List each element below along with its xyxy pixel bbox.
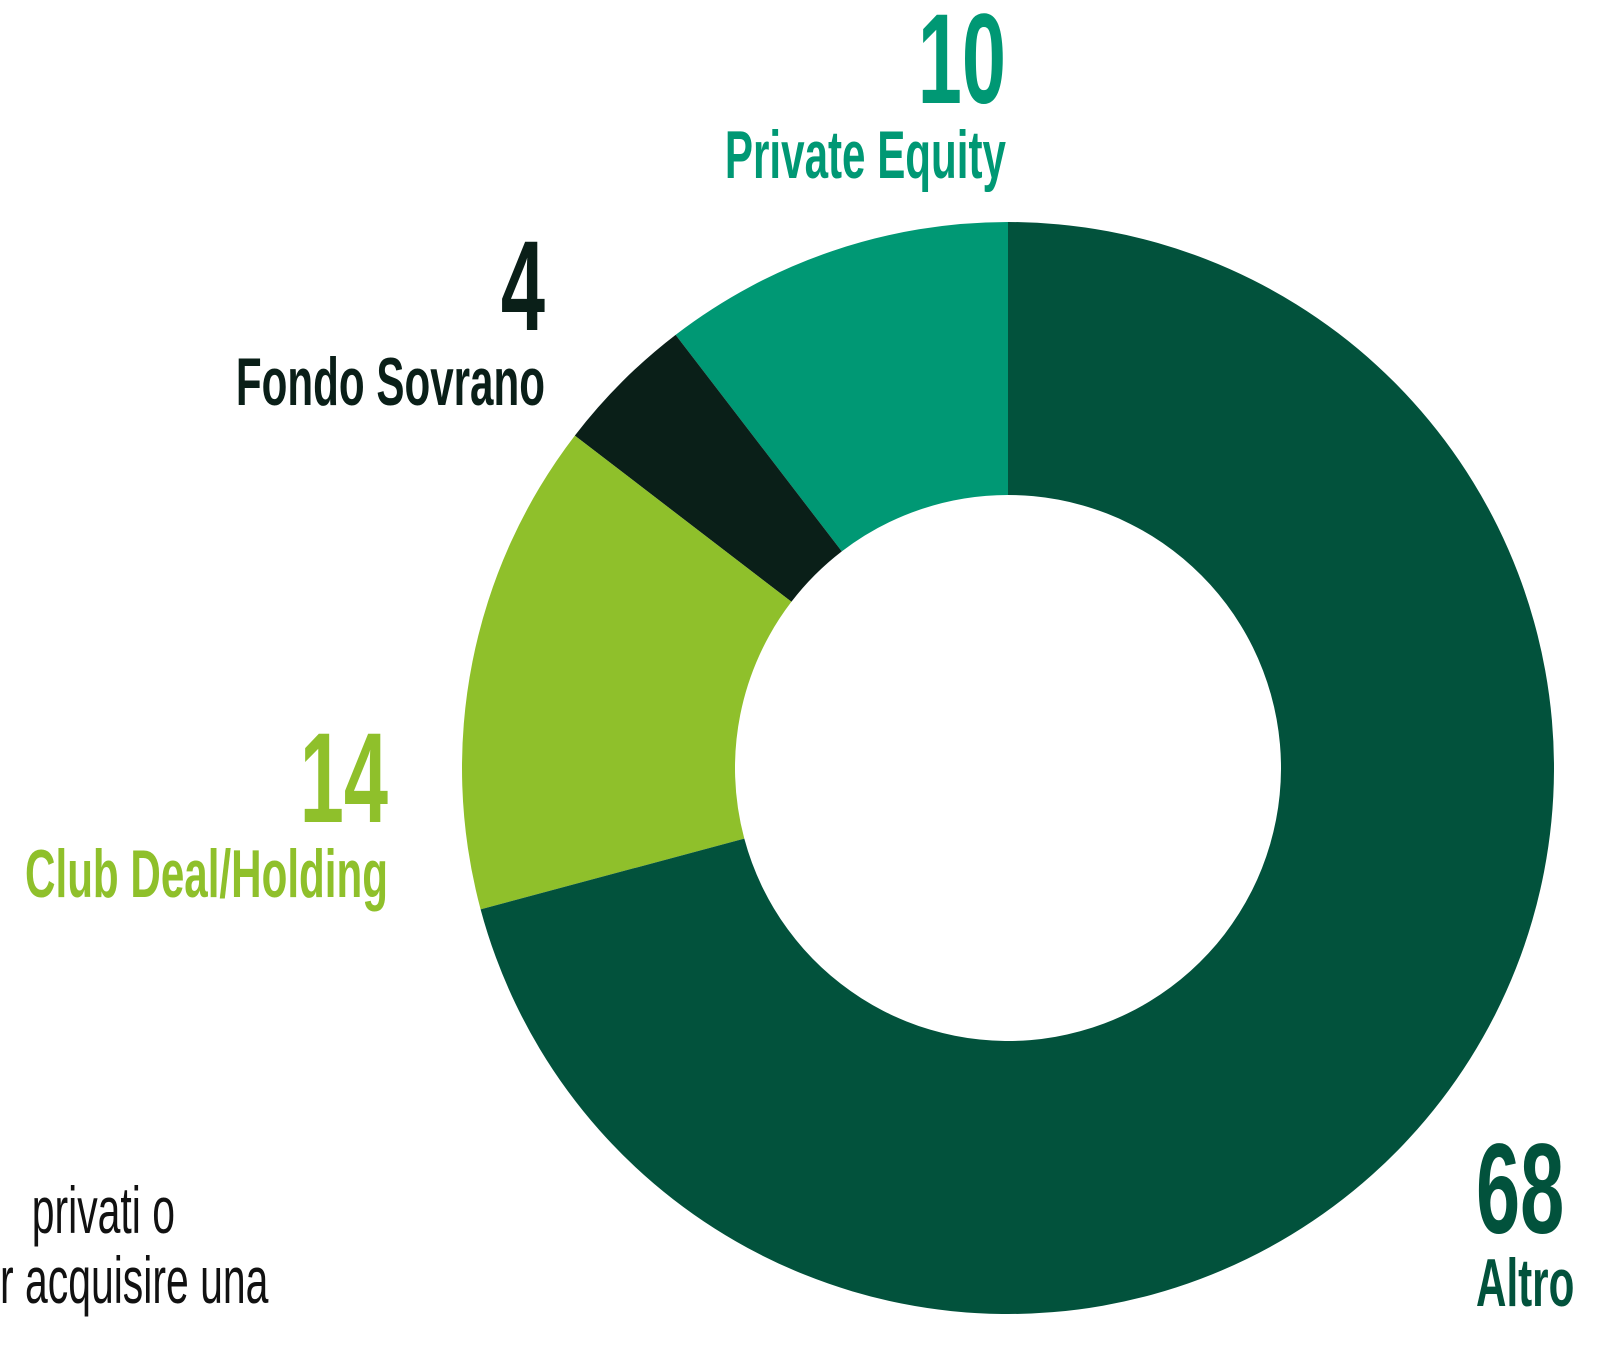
donut-segment — [574, 334, 842, 602]
category-label: Altro — [1476, 1245, 1574, 1321]
value-label: 4 — [501, 215, 545, 358]
donut-segment — [462, 435, 792, 910]
category-label: Club Deal/Holding — [25, 836, 388, 912]
category-label-group: Private Equity — [725, 117, 1007, 193]
value-label: 14 — [300, 707, 388, 850]
category-label: Fondo Sovrano — [236, 344, 545, 420]
value-label-group: 14 — [300, 707, 388, 850]
donut-segment — [480, 222, 1554, 1314]
donut-segment — [675, 222, 1008, 552]
value-label: 68 — [1476, 1118, 1564, 1261]
body-text: privati o — [32, 1173, 175, 1248]
body-text-line: r acquisire una — [0, 1243, 269, 1318]
body-text: r acquisire una — [0, 1243, 269, 1318]
body-text-line: privati o — [32, 1173, 175, 1248]
category-label-group: Club Deal/Holding — [25, 836, 388, 912]
category-label: Private Equity — [725, 117, 1007, 193]
value-label-group: 10 — [918, 0, 1006, 131]
value-label-group: 4 — [501, 215, 545, 358]
value-label: 10 — [918, 0, 1006, 131]
category-label-group: Fondo Sovrano — [236, 344, 545, 420]
value-label-group: 68 — [1476, 1118, 1564, 1261]
category-label-group: Altro — [1476, 1245, 1574, 1321]
